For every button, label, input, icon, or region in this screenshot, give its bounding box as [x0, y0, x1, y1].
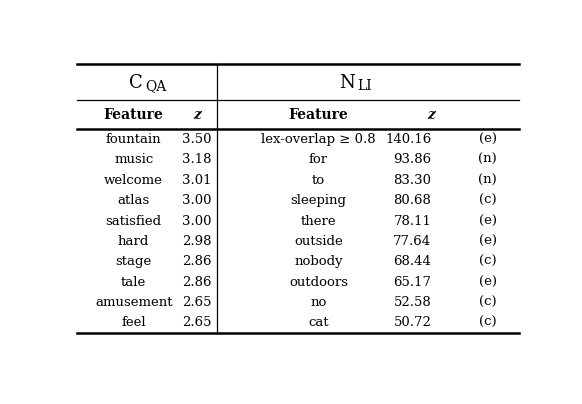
Text: Feature: Feature: [289, 107, 349, 122]
Text: cat: cat: [308, 316, 329, 329]
Text: 2.98: 2.98: [182, 235, 211, 248]
Text: amusement: amusement: [95, 296, 172, 309]
Text: Feature: Feature: [104, 107, 164, 122]
Text: 3.18: 3.18: [182, 154, 211, 166]
Text: (e): (e): [479, 133, 496, 146]
Text: z: z: [193, 107, 201, 122]
Text: (c): (c): [479, 316, 496, 329]
Text: tale: tale: [121, 276, 146, 289]
Text: (e): (e): [479, 235, 496, 248]
Text: atlas: atlas: [118, 194, 150, 207]
Text: feel: feel: [121, 316, 146, 329]
Text: (c): (c): [479, 255, 496, 268]
Text: sleeping: sleeping: [290, 194, 346, 207]
Text: music: music: [114, 154, 153, 166]
Text: nobody: nobody: [294, 255, 343, 268]
Text: 3.50: 3.50: [182, 133, 211, 146]
Text: 3.00: 3.00: [182, 194, 211, 207]
Text: 77.64: 77.64: [393, 235, 431, 248]
Text: there: there: [301, 215, 336, 227]
Text: 68.44: 68.44: [393, 255, 431, 268]
Text: 140.16: 140.16: [385, 133, 431, 146]
Text: 83.30: 83.30: [393, 174, 431, 187]
Text: (e): (e): [479, 276, 496, 289]
Text: (n): (n): [478, 154, 497, 166]
Text: (e): (e): [479, 215, 496, 227]
Text: 52.58: 52.58: [393, 296, 431, 309]
Text: 2.65: 2.65: [182, 296, 211, 309]
Text: stage: stage: [115, 255, 152, 268]
Text: 50.72: 50.72: [393, 316, 431, 329]
Text: (c): (c): [479, 194, 496, 207]
Text: 2.86: 2.86: [182, 276, 211, 289]
Text: 93.86: 93.86: [393, 154, 431, 166]
Text: 78.11: 78.11: [393, 215, 431, 227]
Text: 80.68: 80.68: [393, 194, 431, 207]
Text: z: z: [427, 107, 435, 122]
Text: no: no: [310, 296, 327, 309]
Text: (c): (c): [479, 296, 496, 309]
Text: hard: hard: [118, 235, 150, 248]
Text: outdoors: outdoors: [289, 276, 348, 289]
Text: N: N: [339, 74, 354, 92]
Text: fountain: fountain: [106, 133, 161, 146]
Text: lex-overlap ≥ 0.8: lex-overlap ≥ 0.8: [261, 133, 376, 146]
Text: welcome: welcome: [104, 174, 163, 187]
Text: C: C: [129, 74, 143, 92]
Text: QA: QA: [145, 79, 166, 93]
Text: LI: LI: [357, 79, 371, 93]
Text: 65.17: 65.17: [393, 276, 431, 289]
Text: to: to: [312, 174, 325, 187]
Text: 3.00: 3.00: [182, 215, 211, 227]
Text: outside: outside: [294, 235, 343, 248]
Text: 2.86: 2.86: [182, 255, 211, 268]
Text: 3.01: 3.01: [182, 174, 211, 187]
Text: satisfied: satisfied: [105, 215, 162, 227]
Text: 2.65: 2.65: [182, 316, 211, 329]
Text: (n): (n): [478, 174, 497, 187]
Text: for: for: [309, 154, 328, 166]
